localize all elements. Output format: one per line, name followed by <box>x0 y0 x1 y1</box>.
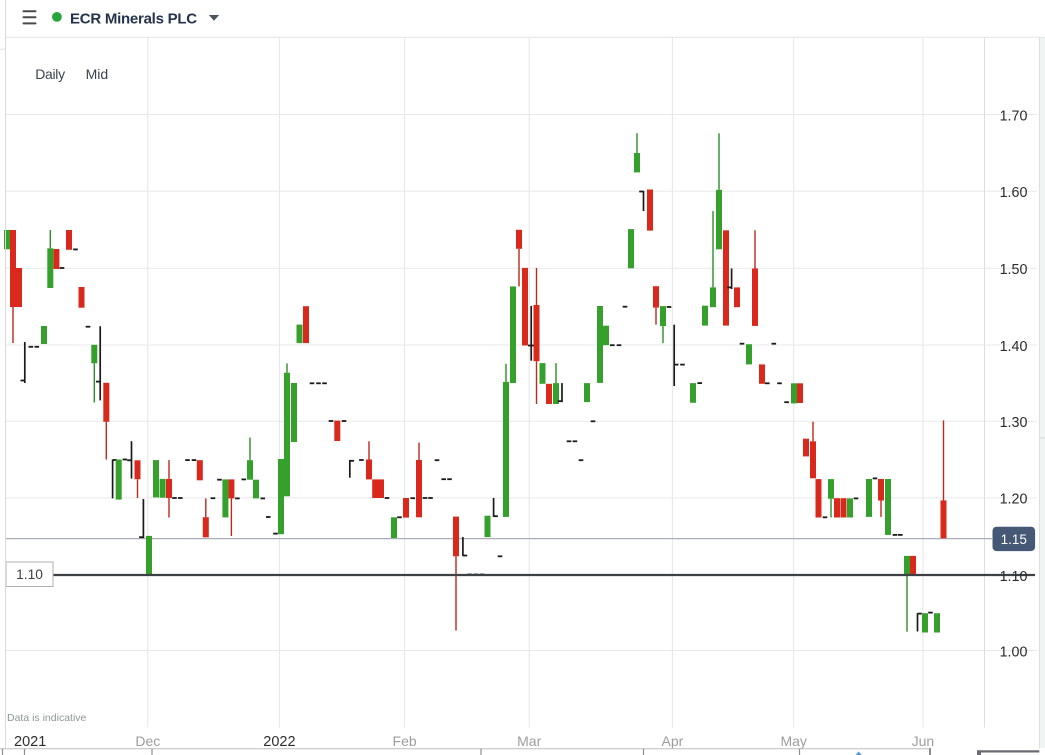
svg-text:1.50: 1.50 <box>1000 262 1028 278</box>
svg-text:Apr: Apr <box>662 733 684 749</box>
svg-text:1.10: 1.10 <box>1000 569 1028 585</box>
svg-text:1.15: 1.15 <box>1001 532 1027 547</box>
svg-text:Mid: Mid <box>86 66 109 82</box>
svg-text:ECR Minerals PLC: ECR Minerals PLC <box>70 10 197 27</box>
svg-text:1.70: 1.70 <box>1000 108 1028 124</box>
svg-text:1.40: 1.40 <box>1000 339 1028 355</box>
svg-text:1.60: 1.60 <box>1000 185 1028 201</box>
svg-text:1.20: 1.20 <box>1000 492 1028 508</box>
svg-text:1.10: 1.10 <box>16 567 43 582</box>
svg-text:Data is indicative: Data is indicative <box>7 712 87 724</box>
svg-text:2021: 2021 <box>14 734 46 750</box>
svg-text:Dec: Dec <box>135 733 160 749</box>
svg-text:May: May <box>780 733 806 749</box>
svg-text:1.30: 1.30 <box>1000 415 1028 431</box>
svg-text:Jun: Jun <box>912 733 935 749</box>
svg-text:Feb: Feb <box>393 733 417 749</box>
svg-text:1.00: 1.00 <box>1000 644 1028 660</box>
svg-text:2022: 2022 <box>263 734 295 750</box>
svg-text:Daily: Daily <box>35 66 65 82</box>
svg-text:Mar: Mar <box>517 733 541 749</box>
